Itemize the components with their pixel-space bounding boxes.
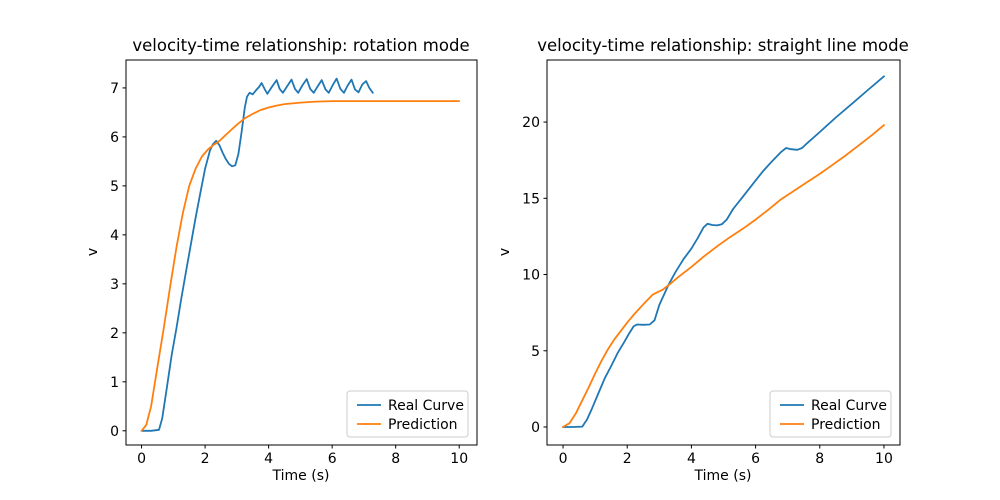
straight-line-mode-plot-area: 0 2 4 6 8 10 0 5 10 15 20 Real Curve Prediction: [522, 59, 901, 467]
rotation-mode-chart: velocity-time relationship: rotation mod…: [85, 36, 478, 484]
legend-label: Prediction: [811, 417, 881, 433]
x-tick-label: 8: [815, 451, 824, 467]
straight-line-mode-chart: velocity-time relationship: straight lin…: [497, 36, 909, 484]
legend-label: Real Curve: [388, 398, 464, 414]
y-tick-label: 15: [522, 191, 540, 207]
y-tick-label: 5: [531, 344, 540, 360]
rotation-mode-plot-area: 0 2 4 6 8 10 0 1 2 3 4 5 6 7 Real Curve Prediction: [110, 59, 478, 467]
y-tick-label: 10: [522, 268, 540, 284]
real-curve-line: [562, 75, 885, 428]
real-curve-line: [140, 77, 374, 432]
legend: [769, 390, 892, 438]
y-tick-label: 7: [110, 81, 119, 97]
prediction-line: [140, 100, 461, 432]
y-tick-label: 0: [110, 424, 119, 440]
x-tick-label: 10: [450, 451, 468, 467]
x-axis-label: Time (s): [694, 468, 752, 484]
legend: [346, 390, 469, 438]
x-tick-label: 2: [623, 451, 632, 467]
y-tick-label: 3: [110, 277, 119, 293]
y-tick-label: 6: [110, 130, 119, 146]
y-axis-label: v: [497, 248, 513, 256]
chart-title: velocity-time relationship: rotation mod…: [132, 36, 469, 55]
y-tick-label: 4: [110, 228, 119, 244]
x-tick-label: 10: [875, 451, 893, 467]
plot-frame: [125, 59, 478, 446]
prediction-line: [562, 124, 885, 428]
x-tick-label: 0: [137, 451, 146, 467]
x-tick-label: 0: [559, 451, 568, 467]
x-tick-label: 4: [687, 451, 696, 467]
y-tick-label: 0: [531, 420, 540, 436]
y-tick-label: 5: [110, 179, 119, 195]
legend-label: Real Curve: [811, 398, 887, 414]
y-tick-label: 1: [110, 375, 119, 391]
x-tick-label: 2: [201, 451, 210, 467]
plot-frame: [546, 59, 901, 446]
legend-label: Prediction: [388, 417, 458, 433]
y-tick-label: 2: [110, 326, 119, 342]
chart-title: velocity-time relationship: straight lin…: [537, 36, 908, 55]
x-tick-label: 4: [264, 451, 273, 467]
x-tick-label: 6: [328, 451, 337, 467]
y-tick-label: 20: [522, 115, 540, 131]
y-axis-label: v: [85, 248, 101, 256]
x-tick-label: 8: [391, 451, 400, 467]
x-axis-label: Time (s): [272, 468, 330, 484]
x-tick-label: 6: [751, 451, 760, 467]
